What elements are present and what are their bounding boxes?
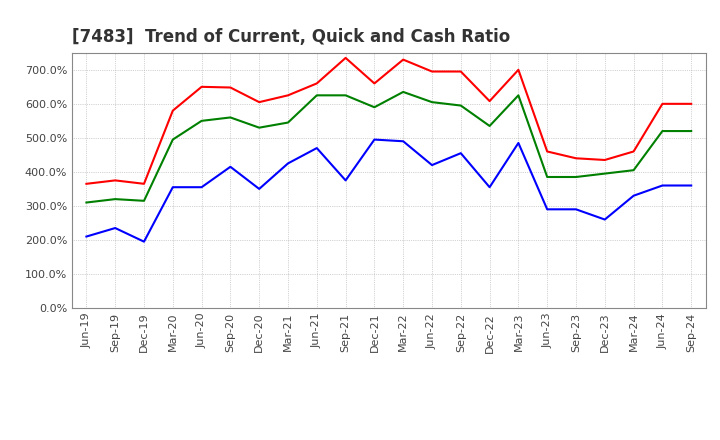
Current Ratio xyxy=(428,69,436,74)
Quick Ratio xyxy=(111,197,120,202)
Current Ratio xyxy=(543,149,552,154)
Current Ratio xyxy=(600,158,609,163)
Quick Ratio xyxy=(82,200,91,205)
Quick Ratio xyxy=(456,103,465,108)
Cash Ratio xyxy=(168,184,177,190)
Cash Ratio xyxy=(687,183,696,188)
Quick Ratio xyxy=(658,128,667,134)
Quick Ratio xyxy=(687,128,696,134)
Cash Ratio xyxy=(370,137,379,142)
Quick Ratio xyxy=(629,168,638,173)
Cash Ratio xyxy=(399,139,408,144)
Current Ratio xyxy=(514,67,523,73)
Cash Ratio xyxy=(111,225,120,231)
Cash Ratio xyxy=(514,140,523,146)
Current Ratio xyxy=(82,181,91,187)
Current Ratio xyxy=(111,178,120,183)
Current Ratio xyxy=(341,55,350,61)
Text: [7483]  Trend of Current, Quick and Cash Ratio: [7483] Trend of Current, Quick and Cash … xyxy=(72,28,510,46)
Quick Ratio xyxy=(226,115,235,120)
Cash Ratio xyxy=(629,193,638,198)
Current Ratio xyxy=(284,93,292,98)
Current Ratio xyxy=(226,85,235,90)
Cash Ratio xyxy=(226,164,235,169)
Current Ratio xyxy=(399,57,408,62)
Quick Ratio xyxy=(168,137,177,142)
Current Ratio xyxy=(168,108,177,113)
Line: Quick Ratio: Quick Ratio xyxy=(86,92,691,202)
Cash Ratio xyxy=(485,184,494,190)
Current Ratio xyxy=(485,99,494,104)
Cash Ratio xyxy=(284,161,292,166)
Quick Ratio xyxy=(370,105,379,110)
Cash Ratio xyxy=(456,150,465,156)
Cash Ratio xyxy=(600,217,609,222)
Current Ratio xyxy=(255,99,264,105)
Current Ratio xyxy=(456,69,465,74)
Quick Ratio xyxy=(543,174,552,180)
Quick Ratio xyxy=(399,89,408,95)
Current Ratio xyxy=(687,101,696,106)
Cash Ratio xyxy=(658,183,667,188)
Cash Ratio xyxy=(197,184,206,190)
Cash Ratio xyxy=(572,207,580,212)
Quick Ratio xyxy=(485,123,494,128)
Current Ratio xyxy=(572,156,580,161)
Cash Ratio xyxy=(428,162,436,168)
Cash Ratio xyxy=(341,178,350,183)
Quick Ratio xyxy=(341,93,350,98)
Line: Current Ratio: Current Ratio xyxy=(86,58,691,184)
Line: Cash Ratio: Cash Ratio xyxy=(86,139,691,242)
Legend: Current Ratio, Quick Ratio, Cash Ratio: Current Ratio, Quick Ratio, Cash Ratio xyxy=(192,437,585,440)
Quick Ratio xyxy=(284,120,292,125)
Cash Ratio xyxy=(255,186,264,191)
Current Ratio xyxy=(370,81,379,86)
Quick Ratio xyxy=(312,93,321,98)
Cash Ratio xyxy=(543,207,552,212)
Quick Ratio xyxy=(140,198,148,203)
Cash Ratio xyxy=(140,239,148,244)
Current Ratio xyxy=(629,149,638,154)
Current Ratio xyxy=(140,181,148,187)
Quick Ratio xyxy=(428,99,436,105)
Quick Ratio xyxy=(197,118,206,124)
Quick Ratio xyxy=(255,125,264,130)
Current Ratio xyxy=(658,101,667,106)
Cash Ratio xyxy=(82,234,91,239)
Quick Ratio xyxy=(572,174,580,180)
Current Ratio xyxy=(197,84,206,89)
Cash Ratio xyxy=(312,146,321,151)
Quick Ratio xyxy=(514,93,523,98)
Quick Ratio xyxy=(600,171,609,176)
Current Ratio xyxy=(312,81,321,86)
